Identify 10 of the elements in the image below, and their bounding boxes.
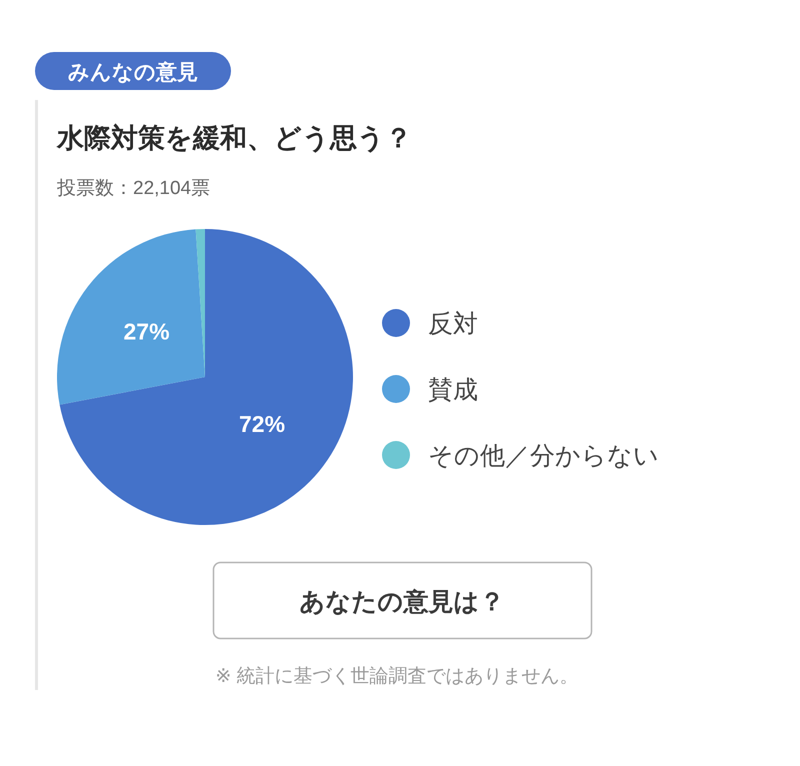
legend-label: 反対	[428, 310, 478, 338]
text: みんなの意見	[68, 60, 198, 84]
chart-subtitle: 投票数：22,104票	[56, 178, 210, 199]
text: あなたの意見は？	[300, 588, 504, 616]
legend-label: その他／分からない	[428, 442, 659, 470]
chart-title: 水際対策を緩和、どう思う？	[56, 123, 412, 153]
legend-label: 賛成	[428, 376, 478, 404]
data-label: 72%	[238, 411, 286, 438]
text: ※ 統計に基づく世論調査ではありません。	[215, 666, 579, 687]
data-label: 27%	[124, 318, 170, 345]
